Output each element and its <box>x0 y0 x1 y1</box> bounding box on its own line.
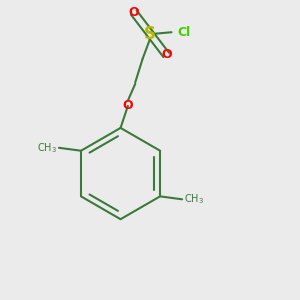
Text: O: O <box>128 6 139 19</box>
Text: Cl: Cl <box>177 26 190 39</box>
Text: CH$_3$: CH$_3$ <box>184 192 204 206</box>
Text: S: S <box>144 25 156 43</box>
Text: CH$_3$: CH$_3$ <box>38 141 58 155</box>
Text: O: O <box>161 48 172 62</box>
Text: O: O <box>123 99 133 112</box>
